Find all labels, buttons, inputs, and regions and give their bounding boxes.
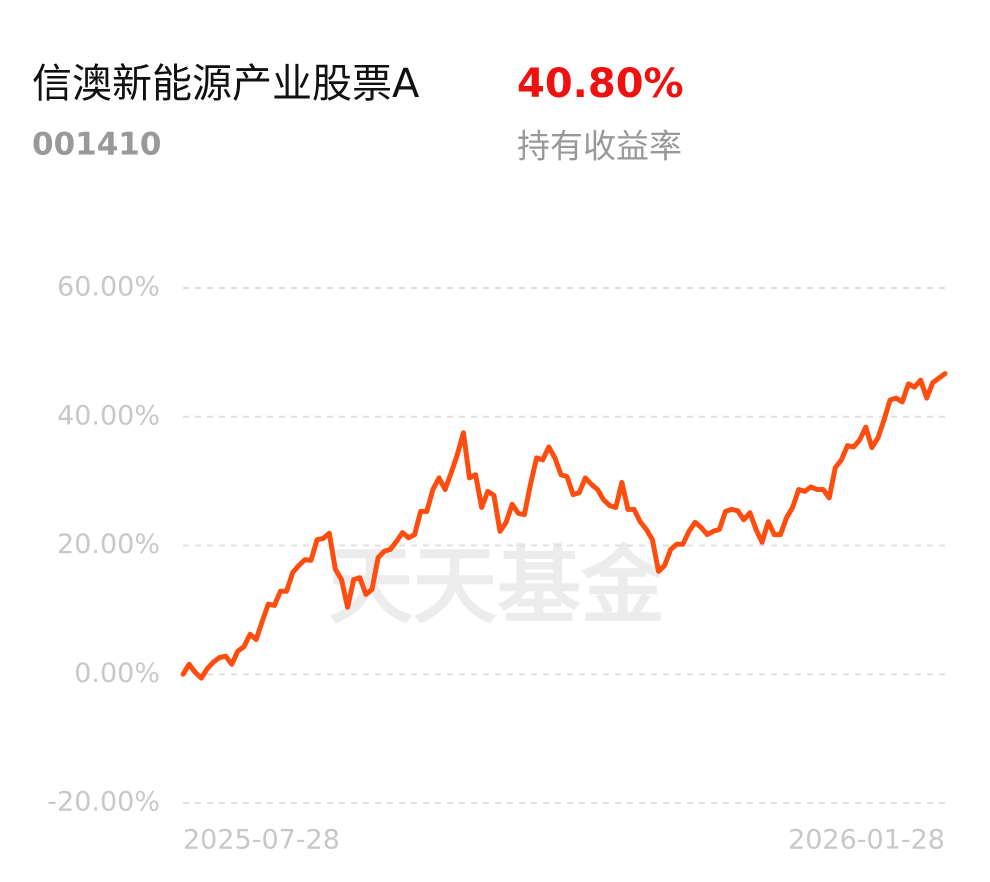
y-tick-label: 60.00% (57, 272, 160, 303)
y-tick-label: -20.00% (47, 787, 160, 818)
y-tick-label: 20.00% (57, 529, 160, 560)
x-tick-label: 2026-01-28 (788, 825, 945, 856)
x-tick-label: 2025-07-28 (183, 825, 340, 856)
watermark: 天天基金 (329, 537, 666, 635)
y-tick-label: 0.00% (74, 658, 160, 689)
y-tick-label: 40.00% (57, 400, 160, 431)
fund-code: 001410 (32, 127, 161, 163)
line (180, 371, 948, 681)
return-value: 40.80% (517, 61, 684, 107)
fund-name: 信澳新能源产业股票A (32, 61, 420, 107)
return-label: 持有收益率 (517, 127, 682, 166)
